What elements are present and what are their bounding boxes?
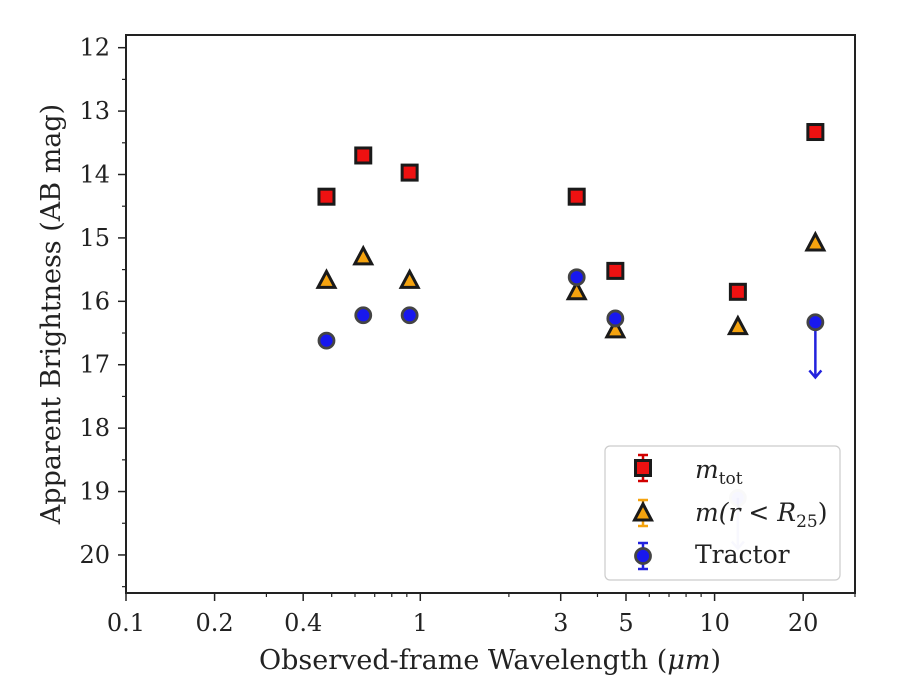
- mtot-square-point: [806, 123, 825, 142]
- tractor-circle-point: [806, 313, 825, 332]
- mtot-square-point: [354, 146, 373, 165]
- y-tick-label: 12: [79, 34, 110, 62]
- mr-triangle-point: [398, 268, 421, 289]
- x-axis: 0.1 0.2 0.4 1 3 5 10 20: [107, 593, 856, 637]
- x-tick-label: 0.1: [107, 609, 145, 637]
- legend-entry-tractor: Tractor: [634, 540, 790, 571]
- y-tick-label: 14: [79, 161, 110, 189]
- x-tick-label: 20: [788, 609, 819, 637]
- tractor-circle-point: [400, 306, 419, 325]
- mtot-square-point: [400, 163, 419, 182]
- legend: mtot m(r < R25) Tractor: [604, 445, 841, 581]
- x-tick-label: 5: [618, 609, 633, 637]
- y-axis-label: Apparent Brightness (AB mag): [36, 104, 67, 525]
- legend-square-symbol: [634, 459, 652, 477]
- mr-triangle-point: [315, 268, 338, 289]
- x-axis-label: Observed-frame Wavelength (μm): [259, 645, 721, 676]
- x-tick-label: 3: [553, 609, 568, 637]
- legend-label-tractor: Tractor: [695, 540, 790, 569]
- x-tick-label: 10: [699, 609, 730, 637]
- upper-limit-arrow: [808, 322, 823, 380]
- legend-circle-symbol: [634, 547, 652, 565]
- legend-label-mr: m(r < R25): [695, 498, 827, 532]
- mtot-square-point: [567, 187, 586, 206]
- y-tick-label: 13: [79, 97, 110, 125]
- legend-triangle-symbol: [632, 500, 654, 522]
- mtot-square-point: [317, 187, 336, 206]
- legend-entry-mtot: mtot: [634, 453, 743, 489]
- tractor-circle-point: [567, 268, 586, 287]
- y-tick-label: 19: [79, 478, 110, 506]
- x-tick-label: 0.4: [284, 609, 322, 637]
- mr-triangle-point: [565, 279, 588, 301]
- mtot-square-point: [728, 282, 747, 301]
- mtot-square-point: [606, 261, 625, 280]
- mr-triangle-point: [726, 314, 749, 336]
- legend-square-marker: [634, 453, 652, 483]
- mr-triangle-point: [604, 317, 627, 339]
- legend-entry-mr: m(r < R25): [632, 498, 827, 532]
- y-tick-label: 16: [79, 287, 110, 315]
- y-tick-label: 18: [79, 414, 110, 442]
- y-axis: 12 13 14 15 16 17 18 19 20: [79, 34, 126, 588]
- tractor-circle-point: [354, 306, 373, 325]
- x-tick-label: 0.2: [196, 609, 234, 637]
- x-tick-label: 1: [413, 609, 428, 637]
- legend-label-mtot: mtot: [695, 455, 743, 489]
- tractor-circle-point: [606, 309, 625, 328]
- legend-box: [604, 445, 841, 581]
- y-tick-label: 20: [79, 541, 110, 569]
- y-tick-label: 17: [79, 351, 110, 379]
- mr-triangle-point: [352, 244, 375, 266]
- legend-circle-marker: [634, 541, 652, 571]
- y-tick-label: 15: [79, 224, 110, 252]
- mr-triangle-point: [804, 230, 827, 252]
- plot-frame: [125, 34, 856, 594]
- tractor-circle-point: [317, 331, 336, 350]
- legend-triangle-marker: [632, 498, 654, 528]
- plot-area: [315, 123, 827, 551]
